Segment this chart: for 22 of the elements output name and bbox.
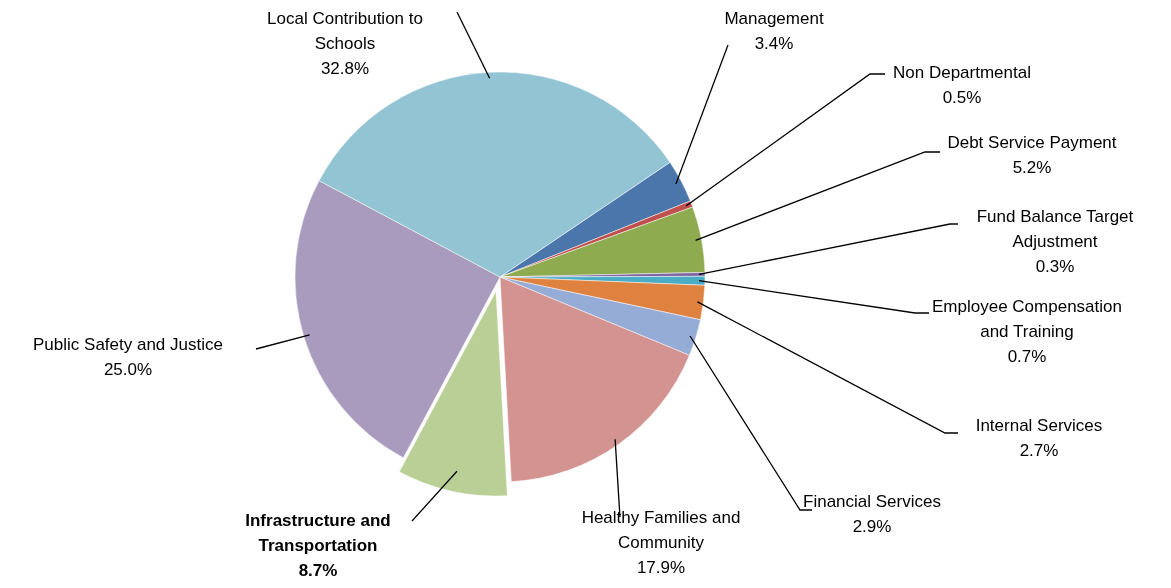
slice-label: Internal Services bbox=[975, 416, 1103, 435]
data-label: 5.2% bbox=[1012, 158, 1052, 177]
slice-label: Local Contribution to Schools bbox=[267, 9, 423, 53]
data-label: 17.9% bbox=[636, 558, 686, 577]
slice-label: Management bbox=[724, 9, 824, 28]
slice-label: Non Departmental bbox=[893, 63, 1031, 82]
data-label: 0.5% bbox=[942, 88, 982, 107]
slice-label: Employee Compensation and Training bbox=[932, 297, 1122, 341]
slice-label: Healthy Families and Community bbox=[581, 508, 741, 552]
slice-label: Financial Services bbox=[803, 492, 941, 511]
data-label: 8.7% bbox=[298, 561, 338, 580]
slice-label: Fund Balance Target Adjustment bbox=[976, 207, 1134, 251]
data-label: 0.7% bbox=[1007, 347, 1047, 366]
data-label: 0.3% bbox=[1035, 257, 1075, 276]
data-label: 2.9% bbox=[852, 517, 892, 536]
slice-label: Public Safety and Justice bbox=[33, 335, 223, 354]
data-label: 25.0% bbox=[103, 360, 153, 379]
data-label: 32.8% bbox=[320, 59, 370, 78]
slice-label: Debt Service Payment bbox=[947, 133, 1117, 152]
data-label: 3.4% bbox=[754, 34, 794, 53]
slice-label: Infrastructure and Transportation bbox=[245, 511, 391, 555]
data-label: 2.7% bbox=[1019, 441, 1059, 460]
